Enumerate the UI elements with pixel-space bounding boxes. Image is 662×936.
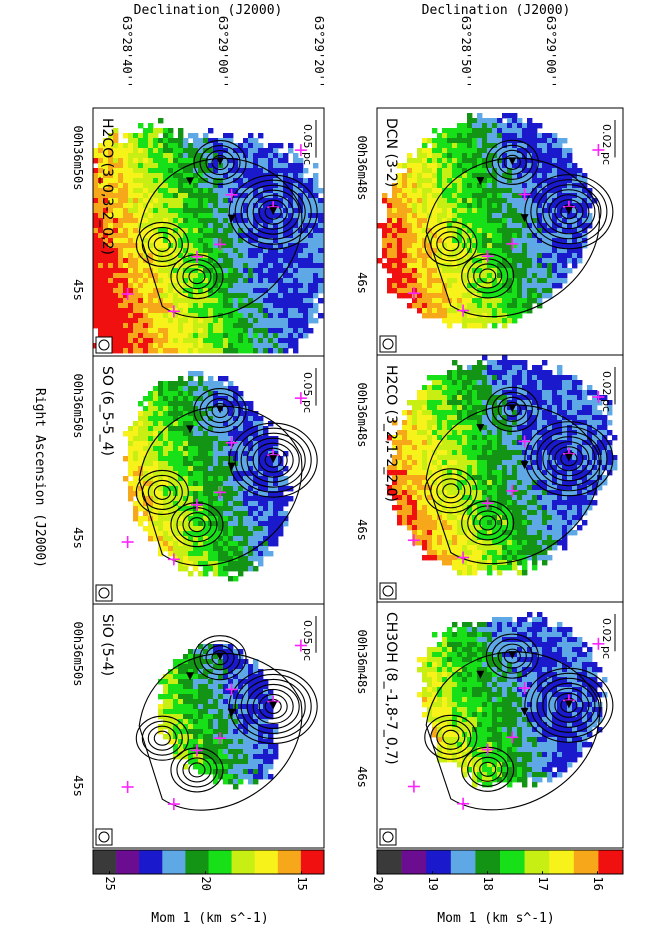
- panel-h2co_321: 0.02 pc H2CO (3_2,1-2_2,0): [379, 355, 618, 600]
- beam-icon: [98, 339, 110, 351]
- colorbar-tick-label: -20: [371, 869, 385, 891]
- beam-box: [95, 584, 113, 602]
- dec-tick-label: 63°29'20'': [312, 16, 326, 88]
- beam-icon: [98, 831, 110, 843]
- scale-bar-label: 0.05 pc: [301, 620, 314, 661]
- colorbar-tick-label: -17: [536, 869, 550, 891]
- panel-dcn: 0.02 pc DCN (3-2): [377, 113, 616, 353]
- triangle-markers: [186, 157, 278, 223]
- ra-tick-label: 46s: [355, 519, 369, 541]
- panel-ch3oh: 0.02 pc CH3OH (8_-1,8-7_0,7): [379, 612, 616, 846]
- scale-bar-label: 0.05 pc: [301, 124, 314, 165]
- contours: [424, 633, 614, 811]
- beam-box: [95, 828, 113, 846]
- dec-axis-title-right: Declination (J2000): [422, 3, 571, 18]
- ra-tick-label: 46s: [355, 766, 369, 788]
- ra-tick-label: 00h36m48s: [355, 629, 369, 694]
- dec-tick-label: 63°28'50'': [459, 16, 473, 88]
- panel-so: 0.05 pc SO (6_5-5_4): [95, 366, 318, 602]
- panel-borders: [92, 107, 624, 849]
- ra-tick-label: 00h36m50s: [71, 125, 85, 190]
- molecule-label: CH3OH (8_-1,8-7_0,7): [383, 612, 399, 765]
- scale-bar-label: 0.02 pc: [600, 124, 613, 165]
- scale-bar-label: 0.02 pc: [600, 371, 613, 412]
- ra-tick-label: 45s: [71, 775, 85, 797]
- source-markers: [121, 639, 307, 811]
- colorbar-left: [92, 849, 325, 875]
- colorbar-tick-label: -25: [103, 869, 117, 891]
- triangle-markers: [186, 652, 278, 717]
- dec-axis-title-left: Declination (J2000): [134, 3, 283, 18]
- ra-tick-label: 00h36m48s: [355, 135, 369, 200]
- beam-box: [379, 828, 397, 846]
- colorbars: [92, 849, 624, 875]
- dec-tick-label: 63°29'00'': [216, 16, 230, 88]
- right-colorbar-ticks: -20 -19 -18 -17 -16: [371, 869, 605, 891]
- colorbar-tick-label: -19: [426, 869, 440, 891]
- scale-bar-label: 0.05 pc: [301, 372, 314, 413]
- panel-h2co_303: 0.05 pc H2CO (3_0,3-2_0,2): [93, 118, 324, 354]
- triangle-markers: [476, 157, 573, 223]
- colorbar-tick-label: -18: [481, 869, 495, 891]
- left-dec-ticks: 63°29'20'' 63°29'00'' 63°28'40'': [120, 16, 326, 88]
- colorbar-title-left: Mom 1 (km s^-1): [151, 911, 268, 926]
- contours: [135, 140, 318, 318]
- triangle-markers: [186, 405, 278, 471]
- triangle-markers: [476, 404, 573, 470]
- molecule-label: SiO (5-4): [99, 614, 115, 676]
- triangle-markers: [476, 651, 573, 716]
- ra-axis-title: Right Ascension (J2000): [32, 388, 47, 568]
- contours: [424, 139, 614, 318]
- molecule-label: H2CO (3_0,3-2_0,2): [99, 118, 115, 255]
- beam-box: [379, 582, 397, 600]
- molecule-label: SO (6_5-5_4): [99, 366, 115, 456]
- molecule-label: H2CO (3_2,1-2_2,0): [383, 365, 399, 502]
- ra-tick-label: 45s: [71, 527, 85, 549]
- molecule-label: DCN (3-2): [383, 118, 399, 187]
- colorbar-tick-label: -15: [295, 869, 309, 891]
- dec-tick-label: 63°29'00'': [544, 16, 558, 88]
- ra-tick-label: 45s: [71, 279, 85, 301]
- colorbar-right: [376, 849, 624, 875]
- colorbar-title-right: Mom 1 (km s^-1): [437, 911, 554, 926]
- right-dec-ticks: 63°29'00'' 63°28'50'': [459, 16, 558, 88]
- colorbar-tick-label: -20: [199, 869, 213, 891]
- moment-maps: 0.02 pc DCN (3-2) 0.02 pc H2CO (3_2,1-2_2,0…: [93, 113, 618, 846]
- beam-icon: [382, 831, 394, 843]
- beam-icon: [382, 338, 394, 350]
- ra-tick-label: 46s: [355, 272, 369, 294]
- beam-box: [379, 335, 397, 353]
- ra-tick-label: 00h36m50s: [71, 373, 85, 438]
- panel-sio: 0.05 pc SiO (5-4): [95, 614, 318, 846]
- beam-box: [95, 336, 113, 354]
- right-ra-ticks: 00h36m48s 46s 00h36m48s 46s 00h36m48s 46…: [355, 135, 369, 787]
- beam-icon: [382, 585, 394, 597]
- ra-tick-label: 00h36m50s: [71, 621, 85, 686]
- beam-icon: [98, 587, 110, 599]
- contours: [135, 388, 318, 566]
- scale-bar-label: 0.02 pc: [600, 618, 613, 659]
- dec-tick-label: 63°28'40'': [120, 16, 134, 88]
- left-colorbar-ticks: -25 -20 -15: [103, 869, 309, 891]
- ra-tick-label: 00h36m48s: [355, 382, 369, 447]
- left-ra-ticks: 00h36m50s 45s 00h36m50s 45s 00h36m50s 45…: [71, 125, 85, 796]
- colorbar-tick-label: -16: [591, 869, 605, 891]
- contours: [135, 635, 318, 811]
